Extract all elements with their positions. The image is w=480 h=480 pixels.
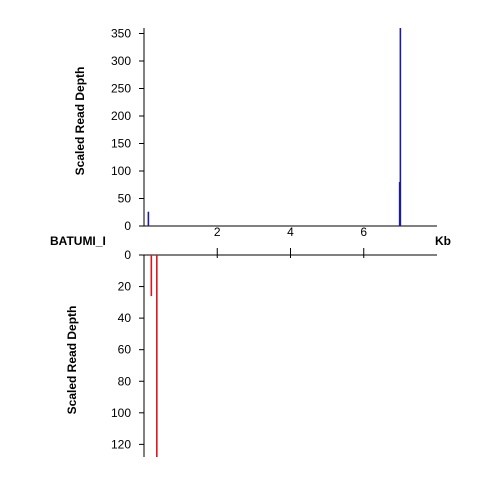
top-y-tick-label: 350 bbox=[111, 27, 131, 41]
bottom-y-tick-label: 40 bbox=[118, 311, 132, 325]
bottom-y-tick-label: 100 bbox=[111, 406, 131, 420]
bottom-panel: 0 20 40 60 80 100 120 Scaled Read Depth bbox=[65, 248, 437, 457]
top-y-tick-label: 0 bbox=[124, 219, 131, 233]
x-axis-row: BATUMI_I Kb 2 4 6 bbox=[50, 225, 451, 258]
top-y-tick-label: 250 bbox=[111, 82, 131, 96]
top-y-tick-label: 100 bbox=[111, 164, 131, 178]
top-bars bbox=[147, 28, 402, 226]
x-tick-label: 4 bbox=[287, 225, 294, 239]
top-y-tick-label: 200 bbox=[111, 109, 131, 123]
x-tick-label: 6 bbox=[360, 225, 367, 239]
top-y-axis-label: Scaled Read Depth bbox=[73, 67, 87, 176]
x-tick-label: 2 bbox=[214, 225, 221, 239]
bottom-y-ticks: 0 20 40 60 80 100 120 bbox=[111, 248, 144, 451]
bottom-y-axis-label: Scaled Read Depth bbox=[65, 306, 79, 415]
bottom-y-tick-label: 0 bbox=[124, 248, 131, 262]
top-y-tick-label: 50 bbox=[118, 192, 132, 206]
bottom-y-tick-label: 60 bbox=[118, 343, 132, 357]
bottom-bars bbox=[150, 255, 158, 457]
top-y-tick-label: 150 bbox=[111, 137, 131, 151]
x-ticks: 2 4 6 bbox=[214, 225, 367, 258]
top-y-tick-label: 300 bbox=[111, 54, 131, 68]
bottom-y-tick-label: 80 bbox=[118, 374, 132, 388]
bottom-y-tick-label: 120 bbox=[111, 437, 131, 451]
bottom-y-tick-label: 20 bbox=[118, 280, 132, 294]
sample-label: BATUMI_I bbox=[50, 234, 106, 248]
top-panel: 0 50 100 150 200 250 300 350 Scaled Read Depth bbox=[73, 27, 437, 233]
top-y-ticks: 0 50 100 150 200 250 300 350 bbox=[111, 27, 144, 233]
x-unit-label: Kb bbox=[435, 234, 451, 248]
